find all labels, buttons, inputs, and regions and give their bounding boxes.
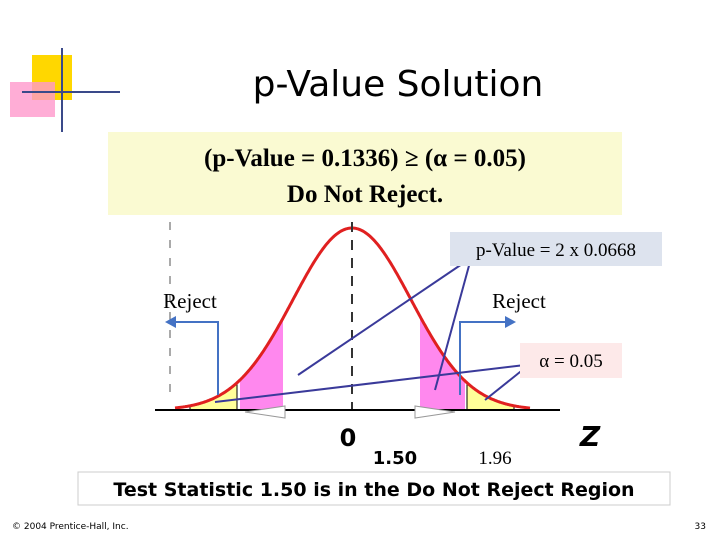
reject-label: Reject [163,289,217,313]
axis-label: Z [579,420,601,453]
arrow-head [505,316,516,328]
callout-line [214,364,526,403]
arrow-head [165,316,176,328]
deco-square [10,82,55,117]
shaded-region [240,318,283,410]
decision: Do Not Reject. [287,181,443,208]
callout-line [297,261,466,376]
axis-label: 1.50 [373,448,417,469]
page-number: 33 [695,522,706,532]
arrow-head [244,405,286,419]
result-box [108,132,622,215]
comparison: (p-Value = 0.1336) ≥ (α = 0.05) [204,145,526,172]
pvalue-callout [450,232,662,266]
arrow-head [414,405,456,419]
reject-label: Reject [492,289,546,313]
normal-curve [174,226,531,411]
reject-arrow [170,321,219,395]
pvalue-text: p-Value = 2 x 0.0668 [476,240,636,261]
title: p-Value Solution [253,64,544,105]
copyright: © 2004 Prentice-Hall, Inc. [12,522,129,532]
callout-line [434,261,471,391]
conclusion-box [77,471,671,506]
alpha-text: α = 0.05 [539,351,602,372]
conclusion: Test Statistic 1.50 is in the Do Not Rej… [113,479,634,501]
axis-label: 0 [340,424,357,452]
axis-label: 1.96 [478,448,511,469]
reject-arrow [459,321,510,395]
callout-line [484,367,526,401]
alpha-callout [520,343,622,378]
